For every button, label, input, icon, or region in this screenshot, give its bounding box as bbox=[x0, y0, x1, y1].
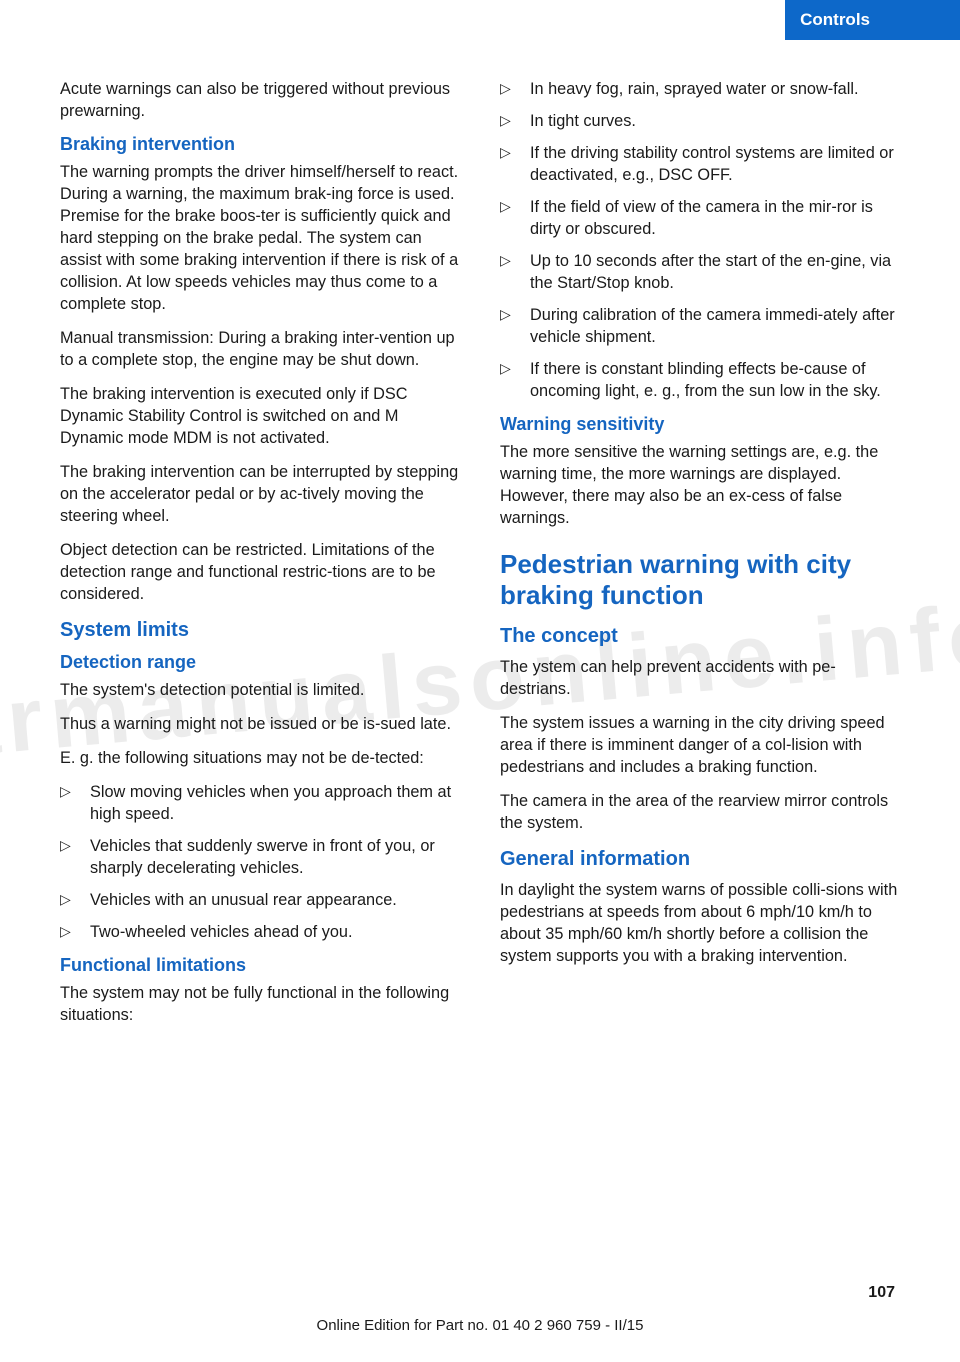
list-item: Slow moving vehicles when you approach t… bbox=[60, 781, 460, 825]
heading-the-concept: The concept bbox=[500, 625, 900, 648]
heading-warning-sensitivity: Warning sensitivity bbox=[500, 414, 900, 435]
heading-general-information: General information bbox=[500, 848, 900, 871]
list-item: During calibration of the camera immedi‐… bbox=[500, 304, 900, 348]
header-tab-controls: Controls bbox=[785, 0, 960, 40]
list-item: If the driving stability control systems… bbox=[500, 142, 900, 186]
list-item: In heavy fog, rain, sprayed water or sno… bbox=[500, 78, 900, 100]
page-number: 107 bbox=[868, 1284, 895, 1302]
list-item: If there is constant blinding effects be… bbox=[500, 358, 900, 402]
header-tab-safety: Safety bbox=[719, 0, 785, 40]
body-text: The camera in the area of the rearview m… bbox=[500, 790, 900, 834]
page-content: Acute warnings can also be triggered wit… bbox=[60, 78, 900, 1038]
body-text: Object detection can be restricted. Limi… bbox=[60, 539, 460, 605]
left-column: Acute warnings can also be triggered wit… bbox=[60, 78, 460, 1038]
footer-text: Online Edition for Part no. 01 40 2 960 … bbox=[0, 1317, 960, 1334]
list-item: Vehicles with an unusual rear appearance… bbox=[60, 889, 460, 911]
heading-system-limits: System limits bbox=[60, 619, 460, 642]
page-header: Safety Controls bbox=[0, 0, 960, 40]
list-item: Two-wheeled vehicles ahead of you. bbox=[60, 921, 460, 943]
body-text: Acute warnings can also be triggered wit… bbox=[60, 78, 460, 122]
body-text: The warning prompts the driver himself/h… bbox=[60, 161, 460, 315]
list-item: If the field of view of the camera in th… bbox=[500, 196, 900, 240]
body-text: E. g. the following situations may not b… bbox=[60, 747, 460, 769]
list-item: In tight curves. bbox=[500, 110, 900, 132]
detection-list: Slow moving vehicles when you approach t… bbox=[60, 781, 460, 943]
list-item: Vehicles that suddenly swerve in front o… bbox=[60, 835, 460, 879]
heading-pedestrian-warning: Pedestrian warning with city braking fun… bbox=[500, 549, 900, 611]
body-text: The system may not be fully functional i… bbox=[60, 982, 460, 1026]
body-text: In daylight the system warns of possible… bbox=[500, 879, 900, 967]
limitations-list: In heavy fog, rain, sprayed water or sno… bbox=[500, 78, 900, 402]
body-text: The system issues a warning in the city … bbox=[500, 712, 900, 778]
list-item: Up to 10 seconds after the start of the … bbox=[500, 250, 900, 294]
body-text: The system's detection potential is limi… bbox=[60, 679, 460, 701]
body-text: Manual transmission: During a braking in… bbox=[60, 327, 460, 371]
heading-braking-intervention: Braking intervention bbox=[60, 134, 460, 155]
body-text: The braking intervention can be interrup… bbox=[60, 461, 460, 527]
heading-detection-range: Detection range bbox=[60, 652, 460, 673]
body-text: The ystem can help prevent accidents wit… bbox=[500, 656, 900, 700]
right-column: In heavy fog, rain, sprayed water or sno… bbox=[500, 78, 900, 1038]
body-text: The braking intervention is executed onl… bbox=[60, 383, 460, 449]
heading-functional-limitations: Functional limitations bbox=[60, 955, 460, 976]
body-text: Thus a warning might not be issued or be… bbox=[60, 713, 460, 735]
body-text: The more sensitive the warning settings … bbox=[500, 441, 900, 529]
